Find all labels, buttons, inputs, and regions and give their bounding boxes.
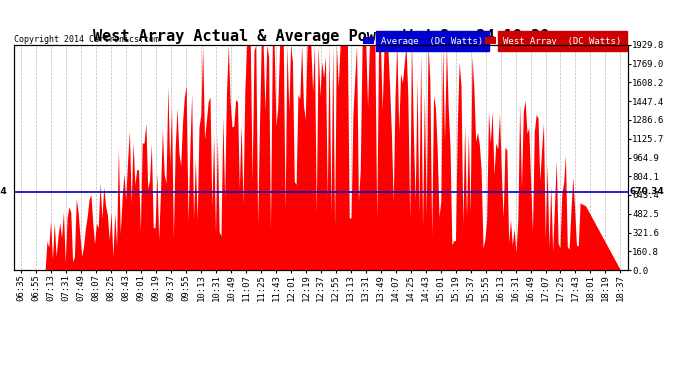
Text: Copyright 2014 Cartronics.com: Copyright 2014 Cartronics.com (14, 35, 159, 44)
Legend: Average  (DC Watts), West Array  (DC Watts): Average (DC Watts), West Array (DC Watts… (362, 35, 623, 48)
Title: West Array Actual & Average Power Wed Sep 24 18:38: West Array Actual & Average Power Wed Se… (92, 29, 549, 44)
Text: 670.34: 670.34 (629, 188, 664, 196)
Text: 670.34: 670.34 (0, 188, 8, 196)
